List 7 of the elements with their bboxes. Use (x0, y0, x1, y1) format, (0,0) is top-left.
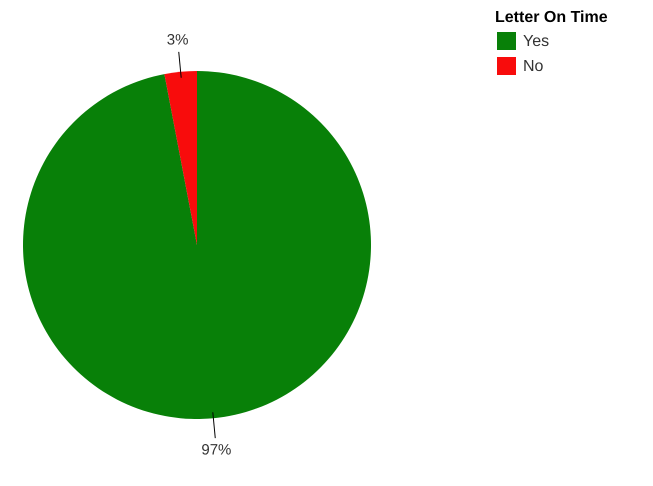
pie-slice (164, 71, 197, 245)
legend-title: Letter On Time (495, 9, 608, 26)
pie-slice (23, 71, 371, 419)
legend-label: Yes (523, 33, 550, 50)
data-label: 97% (201, 442, 232, 459)
legend-label: No (523, 58, 544, 75)
data-label: 3% (166, 31, 188, 48)
